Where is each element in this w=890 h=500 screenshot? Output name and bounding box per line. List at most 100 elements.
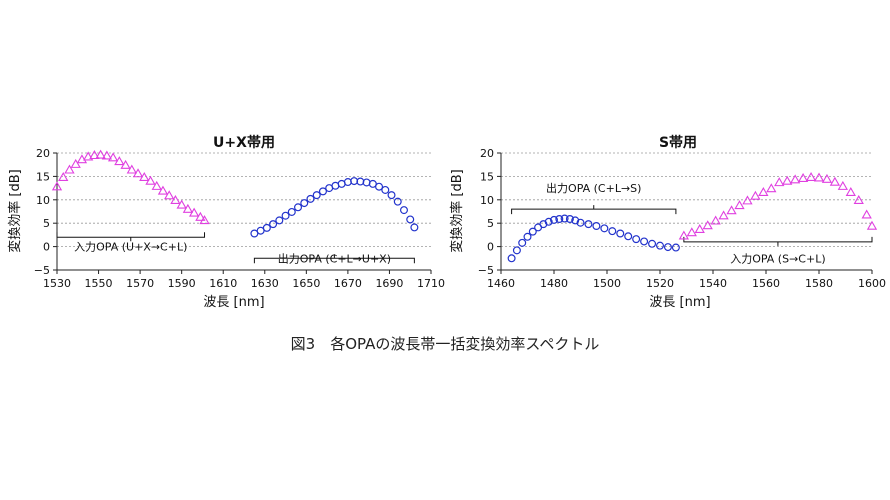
data-point-circle (399, 206, 408, 215)
data-point-triangle (157, 185, 169, 195)
data-point-circle (592, 222, 601, 231)
data-point-circle (312, 191, 321, 200)
annotation-bracket (253, 254, 415, 264)
data-point-circle (507, 254, 516, 263)
data-point-triangle (702, 220, 713, 230)
y-tick-label: 10 (36, 194, 50, 207)
data-point-triangle (145, 175, 156, 185)
data-point-circle (387, 191, 396, 200)
data-point-circle (518, 238, 527, 247)
data-point-circle (663, 243, 672, 252)
data-point-circle (576, 218, 585, 227)
data-point-triangle (164, 190, 175, 200)
data-point-circle (512, 246, 521, 255)
data-point-triangle (170, 194, 181, 204)
data-point-triangle (710, 215, 721, 225)
x-axis-label: 波長 [nm] (649, 295, 710, 310)
y-tick-label: 5 (487, 217, 494, 230)
annotation-label: 入力OPA (S→C+L) (730, 252, 825, 265)
data-point-circle (318, 187, 327, 196)
data-point-triangle (805, 172, 817, 182)
data-point-circle (406, 215, 415, 224)
x-tick-label: 1650 (292, 277, 320, 290)
x-tick-label: 1570 (126, 277, 154, 290)
data-point-triangle (151, 180, 162, 190)
chart-ux-band: U+X帯用 −5 0 5 10 15 20 1530 1550 1570 1590 1610 1630… (7, 134, 445, 310)
x-tick-label: 1690 (375, 277, 403, 290)
data-point-triangle (678, 230, 689, 240)
data-point-triangle (64, 164, 75, 174)
y-tick-label: 15 (480, 170, 494, 183)
data-point-triangle (861, 209, 872, 219)
y-tick-label: 0 (43, 241, 50, 254)
annotations: 出力OPA (C+L→S) 入力OPA (S→C+L) (511, 181, 873, 265)
x-tick-label: 1630 (251, 277, 279, 290)
data-point-circle (648, 239, 657, 248)
data-point-circle (549, 215, 558, 224)
data-point-triangle (829, 176, 841, 186)
data-point-triangle (95, 149, 106, 159)
data-point-triangle (114, 156, 125, 166)
annotations: 入力OPA (U+X→C+L) 出力OPA (C+L→U+X) (56, 232, 415, 265)
data-point-circle (544, 217, 553, 226)
data-point-triangle (58, 172, 69, 182)
annotation-bracket (511, 205, 677, 215)
data-point-triangle (837, 180, 848, 190)
data-point-triangle (132, 168, 144, 178)
data-point-triangle (199, 215, 210, 225)
data-point-circle (375, 182, 384, 191)
x-tick-label: 1710 (417, 277, 445, 290)
annotation-label: 出力OPA (C+L→S) (546, 181, 641, 195)
data-points (507, 172, 878, 263)
x-tick-label: 1550 (85, 277, 113, 290)
data-point-triangle (120, 159, 131, 169)
figure-caption: 図3 各OPAの波長帯一括変換効率スペクトル (291, 335, 600, 353)
x-tick-label: 1540 (699, 277, 727, 290)
data-point-circle (624, 232, 633, 241)
data-point-circle (616, 229, 625, 238)
data-point-triangle (774, 177, 785, 187)
data-point-triangle (126, 164, 137, 174)
data-point-triangle (107, 152, 119, 162)
data-point-triangle (176, 199, 187, 209)
data-point-triangle (686, 227, 697, 237)
y-tick-label: 0 (487, 241, 494, 254)
y-axis-label: 変換効率 [dB] (449, 169, 465, 252)
data-point-circle (608, 227, 617, 236)
data-point-circle (275, 216, 284, 225)
data-point-triangle (83, 151, 94, 161)
data-point-triangle (89, 150, 100, 160)
y-axis-label: 変換効率 [dB] (7, 169, 23, 252)
x-tick-label: 1580 (805, 277, 833, 290)
y-tick-label: −5 (478, 264, 494, 277)
x-tick-label: 1560 (752, 277, 780, 290)
x-tick-label: 1520 (646, 277, 674, 290)
y-tick-label: −5 (34, 264, 50, 277)
data-point-circle (528, 227, 537, 236)
data-point-circle (269, 220, 278, 229)
data-point-triangle (845, 187, 856, 197)
annotation-bracket (683, 236, 873, 246)
chart-title: U+X帯用 (213, 134, 275, 151)
data-point-triangle (718, 210, 729, 220)
x-tick-label: 1600 (858, 277, 886, 290)
data-point-triangle (750, 190, 761, 200)
x-tick-label: 1590 (168, 277, 196, 290)
data-point-circle (600, 224, 609, 233)
x-tick-label: 1610 (209, 277, 237, 290)
data-point-circle (287, 207, 296, 216)
annotation-bracket (56, 232, 206, 242)
data-point-circle (560, 214, 569, 223)
data-point-triangle (790, 174, 801, 184)
data-point-triangle (821, 173, 833, 183)
grid (501, 152, 872, 271)
data-point-circle (671, 243, 680, 252)
axes: −5 0 5 10 15 20 1530 1550 1570 1590 1610 1630 1650 16… (34, 147, 445, 290)
data-point-circle (565, 214, 574, 223)
x-tick-label: 1500 (593, 277, 621, 290)
data-point-circle (306, 194, 315, 203)
data-point-circle (555, 214, 564, 223)
data-point-triangle (694, 223, 705, 233)
